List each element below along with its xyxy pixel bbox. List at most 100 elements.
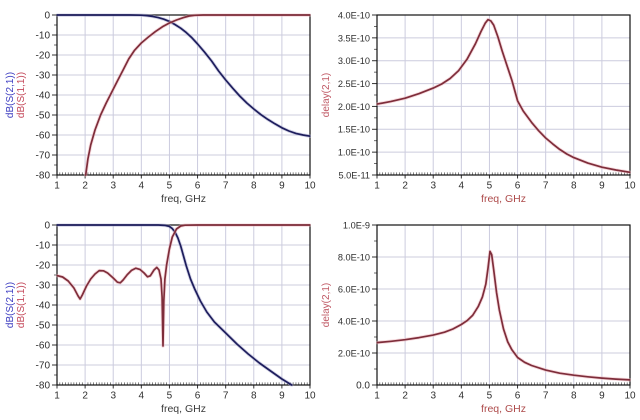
- x-tick-label: 6: [515, 181, 521, 192]
- x-tick-label: 5: [167, 181, 173, 192]
- x-axis-label: freq, GHz: [161, 193, 206, 205]
- x-tick-label: 7: [223, 391, 229, 402]
- trace-dbs11: [56, 224, 311, 347]
- x-tick-label: 9: [279, 391, 285, 402]
- plot-border: [376, 14, 631, 176]
- x-tick-label: 6: [195, 391, 201, 402]
- x-tick-label: 3: [110, 181, 116, 192]
- chart-s-parameters-filter-a: 1 2 3 4 5 6 7 8 9 10 0 -10 -20 -30 -40 -50 -60 -70 -80 freq…: [0, 0, 320, 210]
- chart-canvas-s-parameters-filter-b: 1 2 3 4 5 6 7 8 9 10 0 -10 -20 -30 -40 -50 -60 -70 -80 freq…: [5, 220, 316, 415]
- y-tick-label: -60: [36, 340, 51, 351]
- x-tick-label: 10: [304, 181, 316, 192]
- y-axis-label-0: dB(S(2,1)): [5, 282, 16, 328]
- y-tick-label: 4.0E-10: [338, 10, 370, 20]
- x-tick-label: 7: [543, 181, 549, 192]
- x-axis-label: freq, GHz: [481, 403, 526, 415]
- x-tick-label: 1: [54, 181, 60, 192]
- plot-border: [56, 14, 311, 176]
- y-tick-label: -80: [36, 170, 51, 181]
- x-tick-label: 5: [167, 391, 173, 402]
- y-tick-label: 4.0E-10: [338, 316, 370, 326]
- x-tick-label: 10: [624, 181, 636, 192]
- y-axis-label-0: delay(2,1): [321, 73, 332, 117]
- y-tick-label: 3.0E-10: [338, 56, 370, 66]
- y-tick-label: 8.0E-10: [338, 252, 370, 262]
- x-tick-label: 1: [374, 181, 380, 192]
- x-tick-label: 6: [195, 181, 201, 192]
- y-tick-label: -70: [36, 150, 51, 161]
- chart-canvas-group-delay-a: 1 2 3 4 5 6 7 8 9 10 5.0E-11 1.0E-10 1.5E-10 2.0E-10 2…: [321, 10, 636, 205]
- chart-canvas-s-parameters-filter-a: 1 2 3 4 5 6 7 8 9 10 0 -10 -20 -30 -40 -50 -60 -70 -80 freq…: [5, 10, 316, 205]
- x-tick-label: 10: [304, 391, 316, 402]
- x-tick-label: 8: [251, 391, 257, 402]
- trace-dbs11: [84, 14, 311, 176]
- y-tick-label: 5.0E-11: [339, 170, 371, 180]
- y-tick-label: 1.0E-9: [343, 220, 370, 230]
- y-axis-label-1: dB(S(1,1)): [16, 72, 27, 118]
- trace-halo-delay21: [376, 249, 631, 382]
- trace-dbs21: [56, 14, 311, 138]
- x-tick-label: 8: [571, 391, 577, 402]
- y-tick-label: 0.0: [356, 380, 370, 391]
- trace-delay21: [376, 18, 631, 174]
- x-tick-label: 4: [139, 181, 145, 192]
- x-tick-label: 3: [110, 391, 116, 402]
- x-tick-label: 4: [139, 391, 145, 402]
- x-tick-label: 1: [54, 391, 60, 402]
- y-tick-label: 2.0E-10: [338, 348, 370, 358]
- x-tick-label: 2: [82, 391, 88, 402]
- chart-canvas-group-delay-b: 1 2 3 4 5 6 7 8 9 10 0.0 2.0E-10 4.0E-10 6.0E-10 8.0E-…: [321, 220, 636, 415]
- y-tick-label: -70: [36, 360, 51, 371]
- y-tick-label: 0: [44, 10, 50, 21]
- y-tick-label: 2.5E-10: [338, 79, 370, 89]
- x-tick-label: 3: [430, 181, 436, 192]
- x-tick-label: 2: [402, 181, 408, 192]
- chart-group-delay-b: 1 2 3 4 5 6 7 8 9 10 0.0 2.0E-10 4.0E-10 6.0E-10 8.0E-…: [320, 210, 640, 420]
- y-tick-label: 1.0E-10: [338, 148, 370, 158]
- y-tick-label: -50: [36, 110, 51, 121]
- trace-dbs21: [56, 224, 293, 386]
- x-tick-label: 8: [251, 181, 257, 192]
- y-tick-label: -20: [36, 260, 51, 271]
- y-axis-label-0: delay(2,1): [321, 283, 332, 327]
- x-axis-label: freq, GHz: [161, 403, 206, 415]
- y-tick-label: 1.5E-10: [338, 125, 370, 135]
- chart-s-parameters-filter-b: 1 2 3 4 5 6 7 8 9 10 0 -10 -20 -30 -40 -50 -60 -70 -80 freq…: [0, 210, 320, 420]
- x-tick-label: 1: [374, 391, 380, 402]
- y-tick-label: -60: [36, 130, 51, 141]
- y-tick-label: -10: [36, 240, 51, 251]
- x-tick-label: 9: [279, 181, 285, 192]
- x-tick-label: 9: [599, 391, 605, 402]
- plot-border: [376, 224, 631, 386]
- y-tick-label: 3.5E-10: [338, 33, 370, 43]
- y-axis-label-1: dB(S(1,1)): [16, 282, 27, 328]
- x-tick-label: 8: [571, 181, 577, 192]
- y-tick-label: -30: [36, 280, 51, 291]
- x-tick-label: 3: [430, 391, 436, 402]
- trace-halo-delay21: [376, 17, 631, 175]
- x-tick-label: 9: [599, 181, 605, 192]
- trace-halo-dbs21: [56, 13, 311, 138]
- y-tick-label: 0: [44, 220, 50, 231]
- y-tick-label: -10: [36, 30, 51, 41]
- x-tick-label: 2: [82, 181, 88, 192]
- x-tick-label: 5: [487, 391, 493, 402]
- y-tick-label: -30: [36, 70, 51, 81]
- x-tick-label: 2: [402, 391, 408, 402]
- y-tick-label: -40: [36, 90, 51, 101]
- x-tick-label: 4: [459, 391, 465, 402]
- y-tick-label: -20: [36, 50, 51, 61]
- x-axis-label: freq, GHz: [481, 193, 526, 205]
- x-tick-label: 7: [223, 181, 229, 192]
- y-axis-label-0: dB(S(2,1)): [5, 72, 16, 118]
- x-tick-label: 10: [624, 391, 636, 402]
- trace-delay21: [376, 250, 631, 381]
- chart-group-delay-a: 1 2 3 4 5 6 7 8 9 10 5.0E-11 1.0E-10 1.5E-10 2.0E-10 2…: [320, 0, 640, 210]
- y-tick-label: -50: [36, 320, 51, 331]
- x-tick-label: 6: [515, 391, 521, 402]
- x-tick-label: 7: [543, 391, 549, 402]
- y-tick-label: -80: [36, 380, 51, 391]
- y-tick-label: 2.0E-10: [338, 102, 370, 112]
- x-tick-label: 4: [459, 181, 465, 192]
